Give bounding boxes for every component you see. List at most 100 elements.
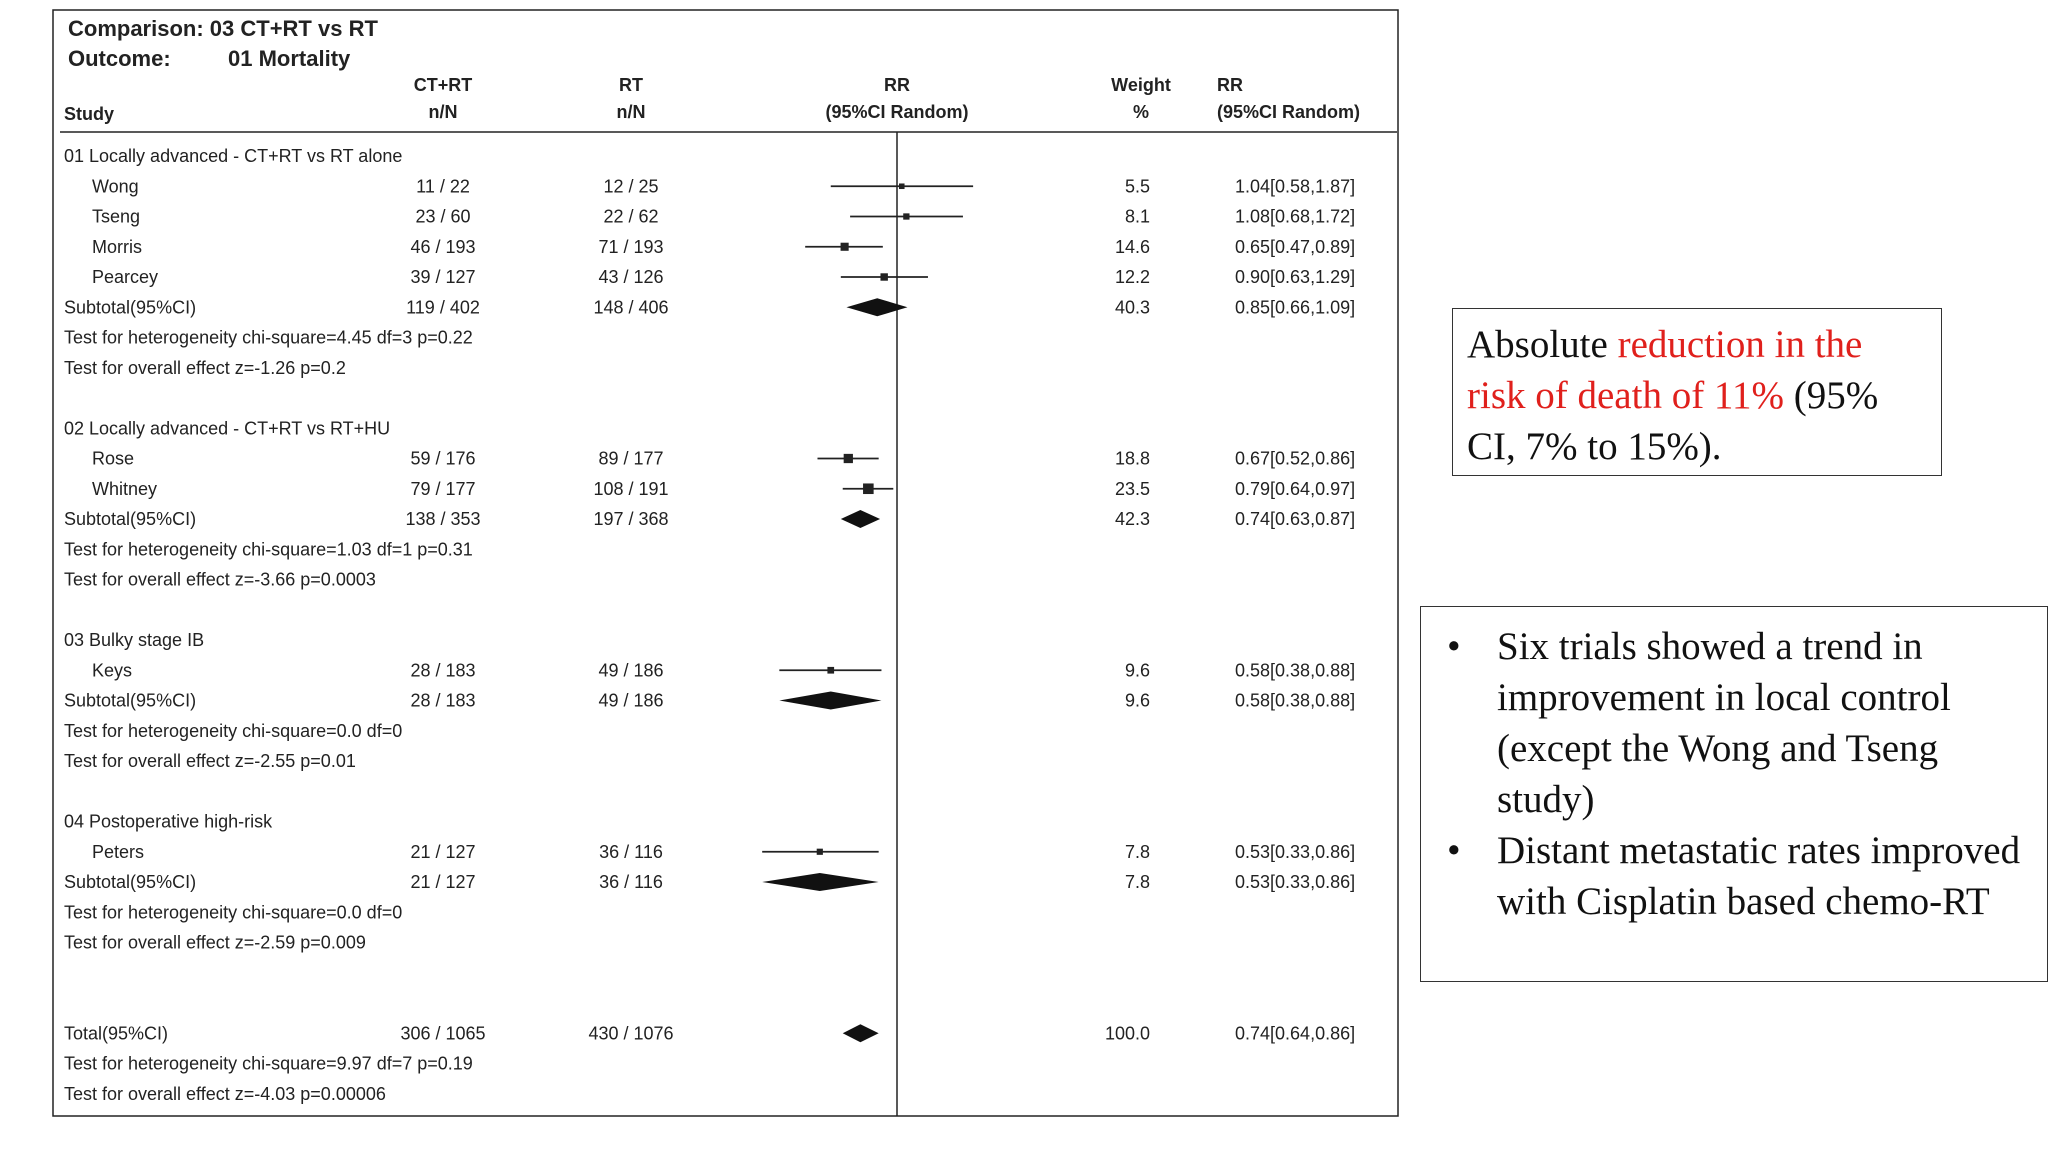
col-header-weight-sub: % — [1133, 102, 1149, 122]
control-events: 36 / 116 — [599, 842, 663, 862]
treatment-events: 306 / 1065 — [400, 1023, 485, 1043]
weight-value: 5.5 — [1125, 176, 1150, 196]
point-estimate — [880, 273, 888, 281]
point-estimate — [863, 483, 874, 495]
study-name: Pearcey — [92, 267, 158, 287]
weight-value: 100.0 — [1105, 1023, 1150, 1043]
outcome-value: 01 Mortality — [228, 46, 351, 71]
group-label: 01 Locally advanced - CT+RT vs RT alone — [64, 146, 402, 166]
col-header-plot-sub: (95%CI Random) — [825, 102, 968, 122]
test-statistic: Test for overall effect z=-2.59 p=0.009 — [64, 933, 366, 953]
point-estimate — [843, 453, 853, 464]
control-events: 430 / 1076 — [588, 1023, 673, 1043]
treatment-events: 28 / 183 — [410, 660, 475, 680]
rr-value: 0.67[0.52,0.86] — [1235, 449, 1355, 469]
treatment-events: 138 / 353 — [405, 509, 480, 529]
test-statistic: Test for overall effect z=-2.55 p=0.01 — [64, 751, 356, 771]
plot-frame — [52, 9, 1399, 1117]
col-header-study: Study — [64, 104, 114, 124]
test-statistic: Test for heterogeneity chi-square=9.97 d… — [64, 1054, 473, 1074]
group-label: 03 Bulky stage IB — [64, 630, 204, 650]
col-header-rr-sub: (95%CI Random) — [1217, 102, 1360, 122]
summary-notes-box: Six trials showed a trend in improvement… — [1420, 606, 2048, 982]
control-events: 89 / 177 — [598, 449, 663, 469]
weight-value: 12.2 — [1115, 267, 1150, 287]
weight-value: 7.8 — [1125, 872, 1150, 892]
note-item: Distant metastatic rates improved with C… — [1435, 825, 2037, 927]
control-events: 197 / 368 — [593, 509, 668, 529]
summary-notes-list: Six trials showed a trend in improvement… — [1435, 621, 2037, 927]
callout-lead: Absolute — [1467, 323, 1618, 366]
point-estimate — [903, 213, 910, 220]
test-statistic: Test for overall effect z=-4.03 p=0.0000… — [64, 1084, 386, 1104]
control-events: 22 / 62 — [603, 207, 658, 227]
test-statistic: Test for heterogeneity chi-square=4.45 d… — [64, 328, 473, 348]
control-events: 49 / 186 — [598, 691, 663, 711]
rr-value: 1.04[0.58,1.87] — [1235, 176, 1355, 196]
treatment-events: 46 / 193 — [410, 237, 475, 257]
col-header-control-sub: n/N — [617, 102, 646, 122]
study-name: Whitney — [92, 479, 157, 499]
treatment-events: 119 / 402 — [406, 297, 480, 317]
group-label: 02 Locally advanced - CT+RT vs RT+HU — [64, 418, 390, 438]
rr-value: 0.53[0.33,0.86] — [1235, 872, 1355, 892]
rr-value: 0.74[0.63,0.87] — [1235, 509, 1355, 529]
rr-value: 0.85[0.66,1.09] — [1235, 297, 1355, 317]
col-header-rr: RR — [1217, 75, 1243, 95]
callout-highlight: reduction in the risk of death of 11% — [1467, 323, 1863, 417]
weight-value: 40.3 — [1115, 297, 1150, 317]
control-events: 36 / 116 — [599, 872, 663, 892]
rr-value: 0.65[0.47,0.89] — [1235, 237, 1355, 257]
treatment-events: 79 / 177 — [410, 479, 475, 499]
rr-value: 1.08[0.68,1.72] — [1235, 207, 1355, 227]
forest-plot: Comparison: 03 CT+RT vs RT Outcome: 01 Mor… — [52, 9, 1399, 1117]
weight-value: 8.1 — [1125, 207, 1150, 227]
study-name: Peters — [92, 842, 144, 862]
weight-value: 9.6 — [1125, 691, 1150, 711]
subtotal-label: Subtotal(95%CI) — [64, 872, 196, 892]
control-events: 43 / 126 — [598, 267, 663, 287]
control-events: 108 / 191 — [593, 479, 668, 499]
control-events: 12 / 25 — [603, 176, 658, 196]
weight-value: 14.6 — [1115, 237, 1150, 257]
weight-value: 18.8 — [1115, 449, 1150, 469]
total-diamond — [842, 1024, 879, 1043]
rr-value: 0.53[0.33,0.86] — [1235, 842, 1355, 862]
control-events: 71 / 193 — [598, 237, 663, 257]
total-label: Total(95%CI) — [64, 1023, 168, 1043]
comparison-label: Comparison: 03 CT+RT vs RT — [68, 16, 378, 41]
test-statistic: Test for overall effect z=-1.26 p=0.2 — [64, 358, 346, 378]
subtotal-label: Subtotal(95%CI) — [64, 297, 196, 317]
test-statistic: Test for overall effect z=-3.66 p=0.0003 — [64, 570, 376, 590]
subtotal-diamond — [840, 510, 881, 528]
control-events: 148 / 406 — [593, 297, 668, 317]
rr-value: 0.58[0.38,0.88] — [1235, 660, 1355, 680]
risk-reduction-callout: Absolute reduction in the risk of death … — [1452, 308, 1942, 476]
treatment-events: 59 / 176 — [410, 449, 475, 469]
weight-value: 9.6 — [1125, 660, 1150, 680]
group-label: 04 Postoperative high-risk — [64, 812, 273, 832]
treatment-events: 11 / 22 — [416, 176, 470, 196]
point-estimate — [827, 666, 835, 674]
callout-rest: (95% CI, 7% to 15%). — [1467, 374, 1879, 468]
rr-value: 0.74[0.64,0.86] — [1235, 1023, 1355, 1043]
study-name: Morris — [92, 237, 142, 257]
outcome-label: Outcome: — [68, 46, 171, 71]
study-name: Wong — [92, 176, 139, 196]
treatment-events: 23 / 60 — [415, 207, 470, 227]
subtotal-label: Subtotal(95%CI) — [64, 691, 196, 711]
treatment-events: 28 / 183 — [410, 691, 475, 711]
study-name: Tseng — [92, 207, 140, 227]
subtotal-diamond — [846, 298, 908, 317]
col-header-treatment-sub: n/N — [429, 102, 458, 122]
subtotal-diamond — [762, 873, 879, 891]
treatment-events: 21 / 127 — [410, 872, 475, 892]
rr-value: 0.79[0.64,0.97] — [1235, 479, 1355, 499]
subtotal-label: Subtotal(95%CI) — [64, 509, 196, 529]
control-events: 49 / 186 — [598, 660, 663, 680]
point-estimate — [840, 242, 849, 251]
test-statistic: Test for heterogeneity chi-square=0.0 df… — [64, 902, 402, 922]
treatment-events: 21 / 127 — [410, 842, 475, 862]
test-statistic: Test for heterogeneity chi-square=1.03 d… — [64, 539, 473, 559]
point-estimate — [898, 183, 905, 190]
